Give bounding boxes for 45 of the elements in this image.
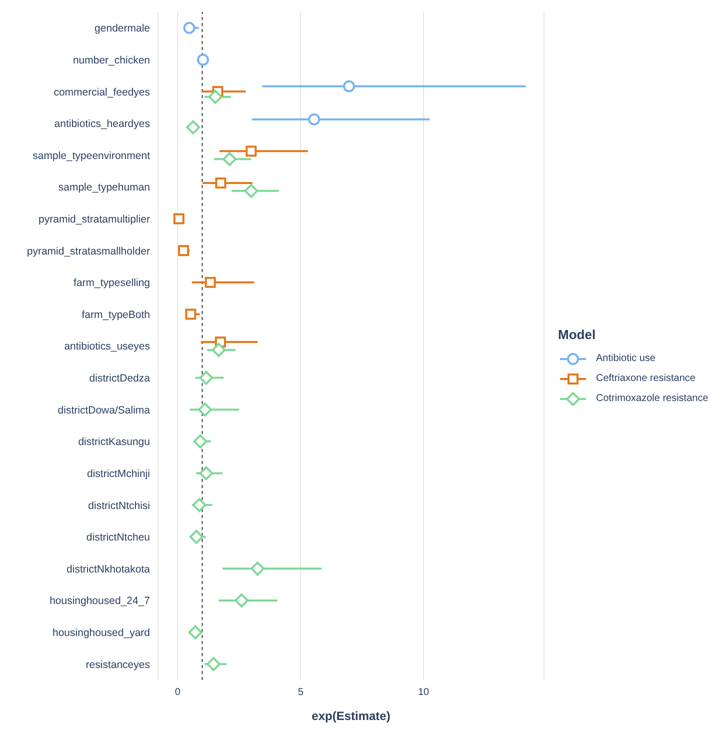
y-tick-label: commercial_feedyes bbox=[54, 86, 150, 98]
point bbox=[198, 402, 212, 417]
y-tick-label: districtDedza bbox=[89, 372, 150, 385]
point bbox=[206, 657, 221, 672]
x-tick-label: 0 bbox=[174, 687, 181, 698]
y-tick-label: farm_typeselling bbox=[74, 277, 150, 290]
y-tick-label: districtDowa/Salima bbox=[58, 404, 150, 416]
y-tick-label: districtNtcheu bbox=[86, 532, 150, 544]
x-axis-title: exp(Estimate) bbox=[312, 709, 390, 723]
point bbox=[234, 593, 249, 608]
y-tick-label: number_chicken bbox=[72, 54, 150, 66]
legend-label: Cotrimoxazole resistance bbox=[596, 393, 708, 404]
legend-title: Model bbox=[558, 326, 597, 342]
y-tick-label: sample_typeenvironment bbox=[32, 150, 150, 162]
point bbox=[204, 276, 216, 288]
point bbox=[185, 308, 196, 320]
y-tick-label: antibiotics_heardyes bbox=[54, 118, 150, 130]
y-tick-label: housinghoused_24_7 bbox=[50, 595, 150, 608]
legend-label: Antibiotic use bbox=[596, 353, 656, 364]
point bbox=[199, 466, 214, 480]
point bbox=[250, 562, 265, 576]
y-tick-label: gendermale bbox=[94, 22, 150, 35]
x-tick-label: 5 bbox=[298, 687, 304, 698]
point bbox=[173, 213, 184, 224]
y-tick-label: pyramid_stratamultiplier bbox=[38, 213, 150, 226]
y-tick-label: antibiotics_useyes bbox=[64, 340, 150, 353]
y-tick-label: districtNkhotakota bbox=[66, 563, 150, 576]
y-tick-label: sample_typehuman bbox=[58, 182, 150, 194]
point bbox=[183, 22, 196, 34]
point bbox=[189, 530, 204, 544]
point bbox=[178, 245, 190, 256]
y-tick-label: districtNtchisi bbox=[88, 500, 150, 512]
point bbox=[193, 434, 208, 448]
y-tick-label: housinghoused_yard bbox=[52, 627, 150, 640]
y-tick-label: districtMchinji bbox=[86, 468, 150, 480]
y-tick-label: pyramid_stratasmallholder bbox=[26, 245, 150, 258]
x-tick-label: 10 bbox=[418, 687, 430, 698]
point bbox=[192, 498, 206, 512]
y-tick-label: farm_typeBoth bbox=[82, 308, 150, 321]
legend-label: Ceftriaxone resistance bbox=[596, 373, 696, 384]
point bbox=[199, 370, 214, 385]
point bbox=[188, 625, 202, 640]
point bbox=[196, 54, 209, 66]
y-tick-label: districtKasungu bbox=[78, 436, 150, 448]
y-tick-label: resistanceyes bbox=[86, 658, 150, 671]
